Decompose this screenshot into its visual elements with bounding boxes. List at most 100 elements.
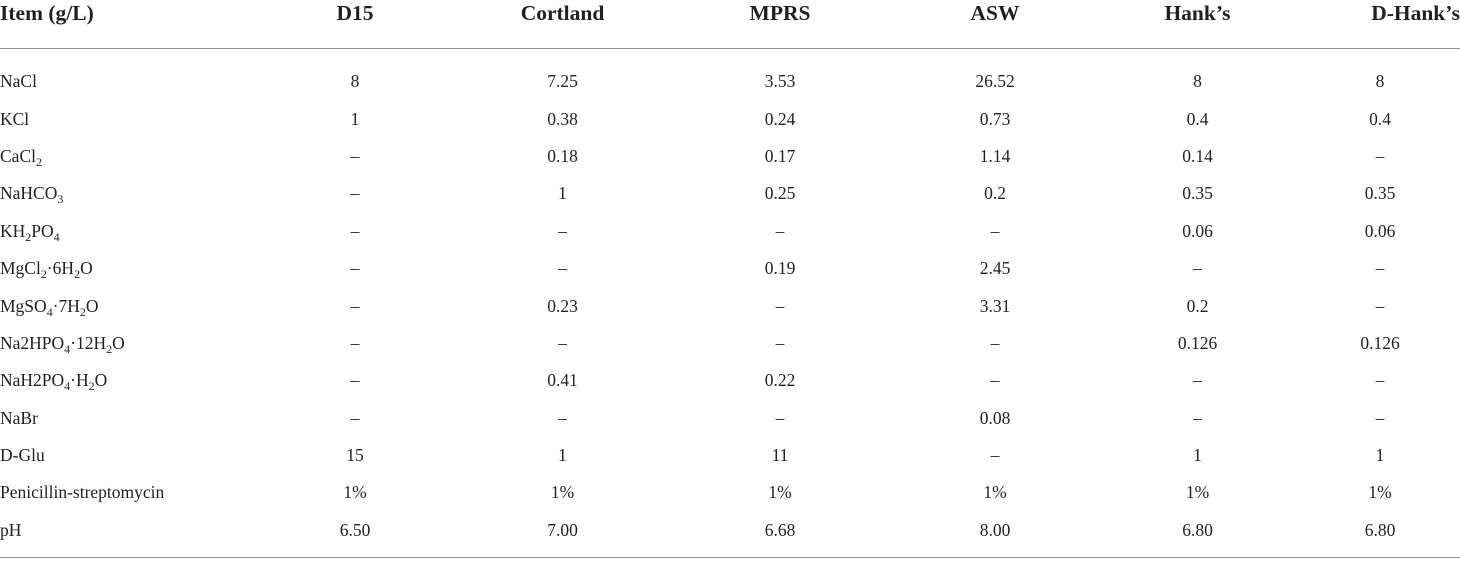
- table-row: CaCl2 – 0.18 0.17 1.14 0.14 –: [0, 138, 1460, 175]
- value-cell: 0.24: [764, 108, 796, 129]
- item-text: ·H: [70, 370, 89, 391]
- value-cell: 1.14: [979, 145, 1011, 166]
- value-cell: –: [1193, 370, 1202, 391]
- value-cell: –: [990, 445, 1000, 466]
- value-cell: –: [775, 332, 785, 353]
- item-text: NaBr: [0, 407, 38, 428]
- table-row: Na2HPO4·12H2O – – – – 0.126 0.126: [0, 325, 1460, 362]
- table-row: MgSO4·7H2O – 0.23 – 3.31 0.2 –: [0, 287, 1460, 324]
- item-text: MgSO: [0, 295, 47, 316]
- value-cell: –: [350, 332, 360, 353]
- value-cell: 0.06: [1364, 220, 1396, 241]
- value-cell: 0.14: [1182, 145, 1213, 166]
- item-subscript: 2: [79, 304, 86, 319]
- value-cell: –: [350, 220, 360, 241]
- table-row: NaH2PO4·H2O – 0.41 0.22 – – –: [0, 362, 1460, 399]
- value-cell: 8: [1193, 71, 1202, 92]
- value-cell: 11: [771, 445, 789, 466]
- value-cell: 0.25: [764, 183, 796, 204]
- item-text: pH: [0, 519, 22, 540]
- table-row: pH 6.50 7.00 6.68 8.00 6.80 6.80: [0, 511, 1460, 559]
- value-cell: 8: [350, 71, 360, 92]
- item-subscript: 2: [88, 379, 95, 394]
- column-header: Hank’s: [1095, 0, 1300, 49]
- item-text: Penicillin-streptomycin: [0, 482, 165, 503]
- value-cell: –: [558, 332, 567, 353]
- column-header: D15: [250, 0, 460, 49]
- table-row: NaCl 8 7.25 3.53 26.52 8 8: [0, 49, 1460, 101]
- value-cell: 1: [558, 183, 567, 204]
- item-text: O: [112, 332, 125, 353]
- item-text: ·7H: [52, 295, 80, 316]
- table-row: NaBr – – – 0.08 – –: [0, 400, 1460, 437]
- column-header: ASW: [895, 0, 1095, 49]
- value-cell: 0.22: [764, 370, 796, 391]
- item-text: ·6H: [46, 258, 75, 279]
- value-cell: 3.53: [764, 71, 796, 92]
- item-subscript: 4: [46, 304, 53, 319]
- value-cell: 1: [1375, 445, 1385, 466]
- value-cell: 0.126: [1177, 332, 1218, 353]
- value-cell: 0.2: [1186, 295, 1209, 316]
- value-cell: –: [558, 258, 567, 279]
- value-cell: 6.80: [1300, 511, 1460, 559]
- item-subscript: 4: [53, 229, 60, 244]
- value-cell: –: [990, 220, 1000, 241]
- value-cell: –: [350, 370, 360, 391]
- value-cell: 1%: [550, 482, 575, 503]
- table-row: Penicillin-streptomycin 1% 1% 1% 1% 1% 1%: [0, 474, 1460, 511]
- value-cell: –: [1193, 407, 1202, 428]
- value-cell: 1: [558, 445, 567, 466]
- item-text: O: [80, 258, 93, 279]
- value-cell: 2.45: [979, 258, 1011, 279]
- value-cell: 0.06: [1182, 220, 1213, 241]
- value-cell: –: [558, 407, 567, 428]
- value-cell: 0.38: [547, 108, 578, 129]
- column-header: Item (g/L): [0, 0, 250, 49]
- item-cell: MgCl2·6H2O: [0, 250, 250, 287]
- table-row: KCl 1 0.38 0.24 0.73 0.4 0.4: [0, 100, 1460, 137]
- item-cell: NaCl: [0, 49, 250, 101]
- header-row: Item (g/L) D15 Cortland MPRS ASW Hank’s D-Hank…: [0, 0, 1460, 49]
- item-cell: KCl: [0, 100, 250, 137]
- value-cell: 6.50: [250, 511, 460, 559]
- item-text: ·12H: [70, 332, 107, 353]
- item-cell: NaBr: [0, 400, 250, 437]
- item-text: MgCl: [0, 258, 41, 279]
- value-cell: –: [1375, 370, 1385, 391]
- value-cell: 0.19: [764, 258, 796, 279]
- value-cell: 7.25: [547, 71, 578, 92]
- value-cell: 0.08: [979, 407, 1011, 428]
- item-cell: NaH2PO4·H2O: [0, 362, 250, 399]
- table-row: MgCl2·6H2O – –0.19 2.45– –: [0, 250, 1460, 287]
- value-cell: –: [990, 370, 1000, 391]
- item-text: PO: [31, 220, 54, 241]
- item-text: NaH2PO: [0, 370, 65, 391]
- item-text: D-Glu: [0, 445, 45, 466]
- item-text: KH: [0, 220, 26, 241]
- item-subscript: 2: [25, 229, 32, 244]
- value-cell: 26.52: [975, 71, 1015, 92]
- value-cell: 0.2: [984, 183, 1006, 204]
- table-header: Item (g/L) D15 Cortland MPRS ASW Hank’s D-Hank…: [0, 0, 1460, 49]
- value-cell: 1%: [983, 482, 1007, 503]
- value-cell: –: [1375, 407, 1385, 428]
- value-cell: 1%: [1368, 482, 1392, 503]
- value-cell: 6.68: [665, 511, 895, 559]
- value-cell: –: [1375, 295, 1385, 316]
- value-cell: –: [350, 295, 360, 316]
- value-cell: 0.18: [547, 145, 578, 166]
- value-cell: 8.00: [895, 511, 1095, 559]
- item-text: NaHCO: [0, 183, 58, 204]
- value-cell: –: [1375, 145, 1385, 166]
- table-row: D-Glu 15 1 11–1 1: [0, 437, 1460, 474]
- value-cell: 0.17: [764, 145, 796, 166]
- item-cell: NaHCO3: [0, 175, 250, 212]
- value-cell: 1%: [343, 482, 367, 503]
- value-cell: –: [1193, 258, 1202, 279]
- value-cell: –: [350, 183, 360, 204]
- item-cell: Na2HPO4·12H2O: [0, 325, 250, 362]
- item-cell: Penicillin-streptomycin: [0, 474, 250, 511]
- value-cell: –: [350, 258, 360, 279]
- column-header: Cortland: [460, 0, 665, 49]
